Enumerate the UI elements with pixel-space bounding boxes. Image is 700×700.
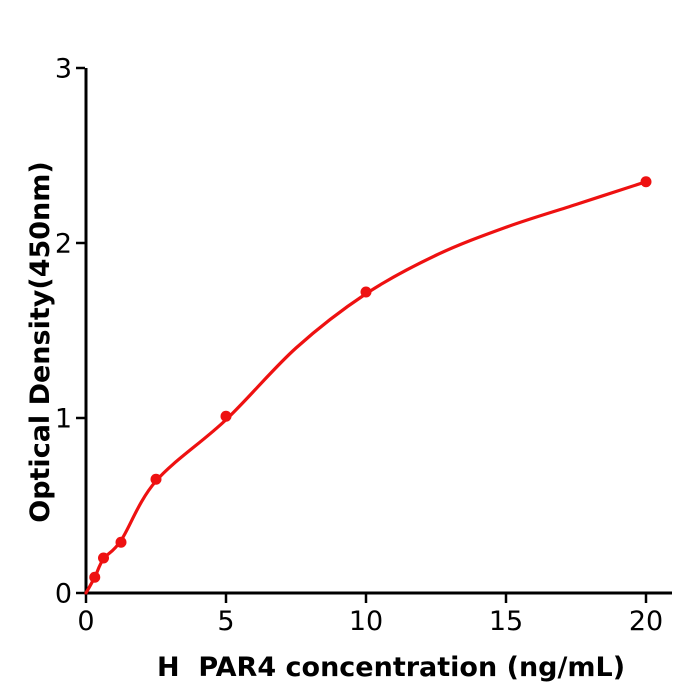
data-point (640, 176, 652, 188)
x-tick-label: 5 (217, 606, 234, 637)
y-tick-label: 3 (55, 54, 72, 85)
fit-curve (84, 180, 648, 595)
x-tick-label: 0 (77, 606, 94, 637)
x-tick-label: 20 (629, 606, 663, 637)
y-tick-label: 1 (55, 404, 72, 435)
data-point (360, 286, 372, 298)
y-tick-label: 0 (55, 579, 72, 610)
y-tick-label: 2 (55, 229, 72, 260)
data-point (150, 473, 162, 485)
data-point (89, 571, 101, 583)
data-point (220, 410, 232, 422)
x-tick-label: 15 (489, 606, 523, 637)
x-axis-title: H PAR4 concentration (ng/mL) (156, 652, 626, 683)
x-tick-label: 10 (349, 606, 383, 637)
data-point (115, 536, 127, 548)
y-axis-title: Optical Density(450nm) (25, 161, 56, 523)
data-point (98, 552, 109, 564)
